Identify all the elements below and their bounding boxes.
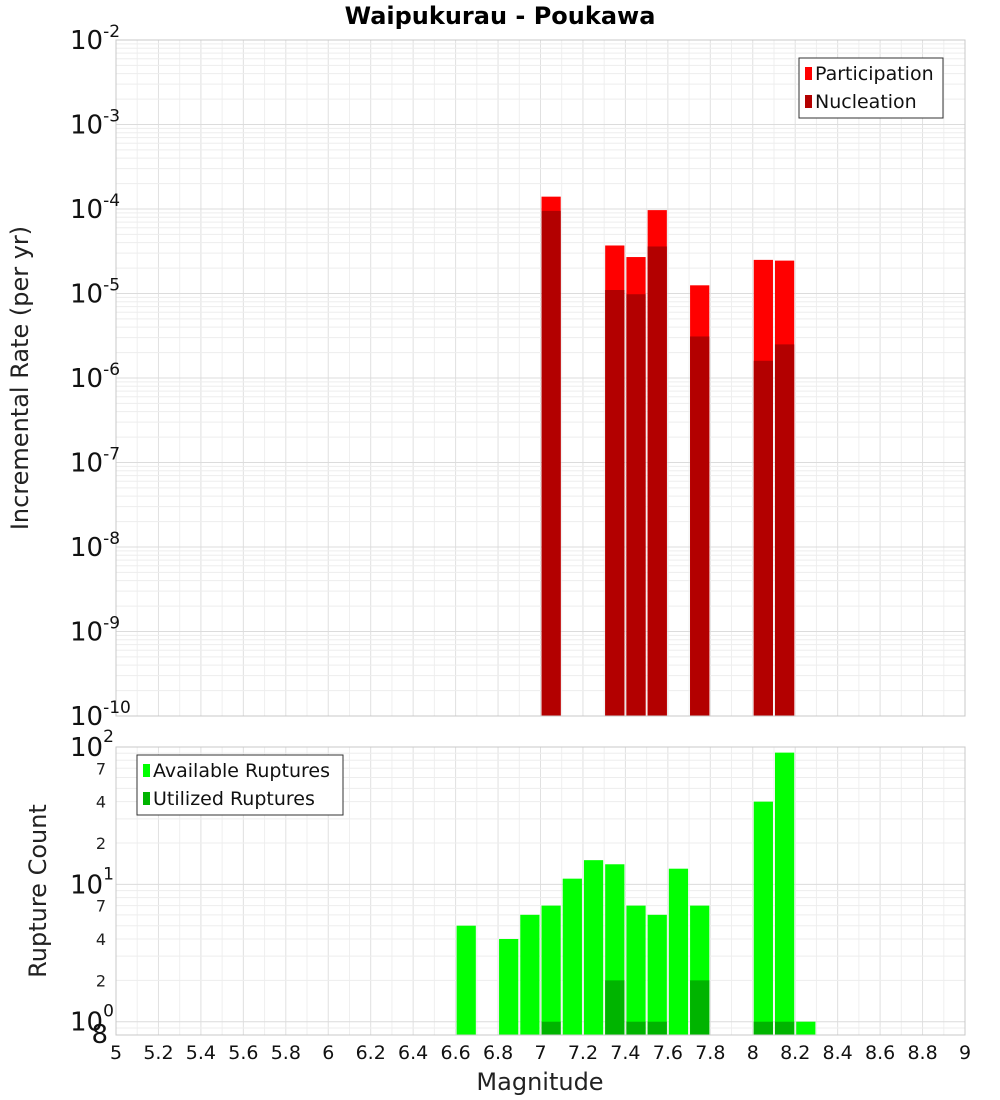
count-bar-b	[774, 1021, 795, 1035]
count-bar-a	[583, 860, 604, 1035]
x-tick-label: 6	[322, 1042, 334, 1064]
rate-y-tick-label: 10-5	[70, 276, 120, 310]
count-y-minor-tick-label: 7	[96, 897, 106, 916]
count-bar-b	[647, 1021, 667, 1035]
x-tick-label: 6.6	[440, 1042, 470, 1064]
x-tick-label: 7.2	[568, 1042, 598, 1064]
count-bar-a	[647, 914, 667, 1035]
x-tick-label: 5.6	[228, 1042, 258, 1064]
count-y-tick-label: 101	[70, 864, 114, 900]
count-y-minor-tick-label: 2	[96, 834, 106, 853]
rate-plot-border	[115, 39, 966, 717]
count-bar-a	[499, 939, 519, 1035]
count-bar-b	[605, 980, 625, 1035]
count-y-tick-label: 102	[70, 727, 114, 763]
rate-y-tick-label: 10-6	[70, 360, 120, 394]
rate-legend-swatch	[805, 95, 812, 108]
count-legend-label: Available Ruptures	[153, 760, 330, 782]
count-y-minor-tick-label: 8	[91, 1020, 108, 1050]
x-tick-label: 8.4	[823, 1042, 853, 1064]
rate-bar-b	[690, 336, 710, 716]
count-y-minor-tick-label: 4	[96, 793, 106, 812]
rate-y-tick-label: 10-10	[70, 698, 131, 732]
rate-panel: 10-10 10-9 10-8 10-7 10-6 10-5 10-4 10-3 10-2 In…	[6, 22, 966, 732]
x-tick-label: 7.4	[610, 1042, 640, 1064]
count-grid	[115, 747, 966, 1036]
x-tick-label: 6.2	[356, 1042, 386, 1064]
x-tick-label: 7.8	[695, 1042, 725, 1064]
count-bar-a	[541, 905, 561, 1035]
rate-legend-label: Participation	[815, 63, 934, 85]
x-tick-label: 7.6	[653, 1042, 683, 1064]
rate-bar-b	[647, 246, 667, 716]
count-x-ticks: 5 5.2 5.4 5.6 5.8 6 6.2 6.4 6.6 6.8 7 7.2 7.4 7.6 7.8 8…	[110, 1042, 971, 1064]
count-legend-label: Utilized Ruptures	[153, 788, 315, 810]
x-tick-label: 5.8	[271, 1042, 301, 1064]
rate-bar-b	[541, 210, 561, 716]
x-tick-label: 5.4	[186, 1042, 216, 1064]
rate-legend: Participation Nucleation	[798, 57, 944, 119]
count-legend-swatch	[143, 764, 150, 777]
count-bar-b	[626, 1021, 646, 1035]
count-y-minor-tick-label: 2	[96, 971, 106, 990]
count-bar-a	[626, 905, 646, 1035]
x-tick-label: 5.2	[143, 1042, 173, 1064]
chart-title: Waipukurau - Poukawa	[345, 2, 656, 30]
count-y-minor-tick-label: 7	[96, 759, 106, 778]
count-y-axis-label: Rupture Count	[24, 804, 52, 978]
rate-bar-b	[753, 360, 773, 716]
rate-bars	[541, 196, 795, 717]
rate-bar-b	[605, 290, 625, 716]
x-tick-label: 8.8	[907, 1042, 937, 1064]
rate-legend-label: Nucleation	[815, 91, 917, 113]
rate-y-tick-label: 10-3	[70, 107, 120, 141]
rate-bar-b	[774, 344, 795, 716]
count-legend-box	[136, 754, 344, 816]
count-legend: Available Ruptures Utilized Ruptures	[136, 754, 344, 816]
rate-y-tick-label: 10-2	[70, 22, 120, 56]
x-tick-label: 6.8	[483, 1042, 513, 1064]
count-bar-a	[456, 925, 476, 1035]
count-bar-b	[690, 980, 710, 1035]
count-bar-a	[520, 914, 540, 1035]
x-tick-label: 9	[959, 1042, 971, 1064]
count-bar-b	[753, 1021, 773, 1035]
rate-bar-b	[626, 294, 646, 716]
count-bar-a	[796, 1021, 816, 1035]
count-bar-a	[562, 878, 582, 1035]
rate-y-tick-label: 10-4	[70, 191, 120, 225]
rate-y-tick-label: 10-8	[70, 529, 120, 563]
count-bars	[456, 752, 816, 1035]
x-tick-label: 8.6	[865, 1042, 895, 1064]
x-tick-label: 6.4	[398, 1042, 428, 1064]
x-tick-label: 5	[110, 1042, 122, 1064]
rate-y-tick-label: 10-9	[70, 614, 120, 648]
rate-legend-swatch	[805, 67, 812, 80]
rate-grid	[115, 40, 966, 717]
count-bar-a	[774, 752, 795, 1035]
x-axis-label: Magnitude	[476, 1068, 603, 1096]
rate-y-axis-label: Incremental Rate (per yr)	[6, 226, 34, 530]
x-tick-label: 8	[747, 1042, 759, 1064]
count-bar-a	[753, 801, 773, 1035]
count-bar-b	[541, 1021, 561, 1035]
count-legend-swatch	[143, 792, 150, 805]
rate-y-tick-label: 10-7	[70, 445, 120, 479]
rate-legend-box	[798, 57, 944, 119]
x-tick-label: 7	[534, 1042, 546, 1064]
count-plot-border	[115, 746, 966, 1036]
count-bar-a	[668, 868, 689, 1035]
count-y-minor-tick-label: 4	[96, 930, 106, 949]
x-tick-label: 8.2	[780, 1042, 810, 1064]
